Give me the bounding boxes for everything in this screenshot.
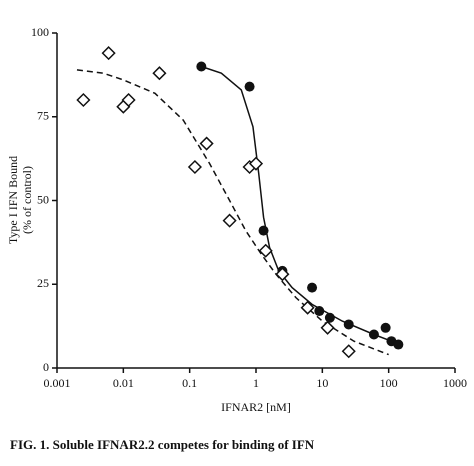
fit-curve — [201, 65, 401, 346]
point — [320, 320, 335, 335]
x-axis-title: IFNAR2 [nM] — [221, 400, 291, 414]
point — [380, 322, 391, 333]
y-tick-label: 0 — [43, 360, 49, 374]
point — [76, 92, 91, 108]
point — [258, 225, 269, 236]
y-tick-label: 100 — [31, 25, 49, 39]
point — [121, 92, 136, 108]
point — [300, 300, 315, 315]
fit-curve — [76, 69, 389, 356]
point — [244, 81, 255, 92]
x-tick-label: 10 — [316, 376, 328, 390]
point — [248, 156, 264, 171]
point — [341, 344, 356, 359]
point — [324, 312, 335, 323]
y-axis-title: Type I IFN Bound — [6, 156, 20, 244]
point — [275, 267, 290, 282]
point — [343, 319, 354, 330]
y-tick-label: 25 — [37, 276, 49, 290]
x-tick-label: 1 — [253, 376, 259, 390]
point — [199, 136, 214, 151]
point — [368, 329, 379, 340]
point — [152, 66, 167, 81]
point — [258, 243, 273, 258]
point — [196, 61, 207, 72]
x-tick-label: 100 — [380, 376, 398, 390]
point — [101, 46, 116, 61]
caption: FIG. 1. Soluble IFNAR2.2 competes for bi… — [10, 437, 315, 452]
y-tick-label: 50 — [37, 192, 49, 206]
point — [393, 339, 404, 350]
point — [222, 213, 237, 228]
x-tick-label: 0.01 — [113, 376, 134, 390]
x-tick-label: 0.1 — [182, 376, 197, 390]
y-axis-subtitle: (% of control) — [20, 166, 34, 234]
point — [187, 159, 202, 175]
point — [314, 306, 325, 317]
x-tick-label: 1000 — [443, 376, 467, 390]
y-tick-label: 75 — [37, 109, 49, 123]
x-tick-label: 0.001 — [44, 376, 71, 390]
point — [307, 282, 318, 293]
